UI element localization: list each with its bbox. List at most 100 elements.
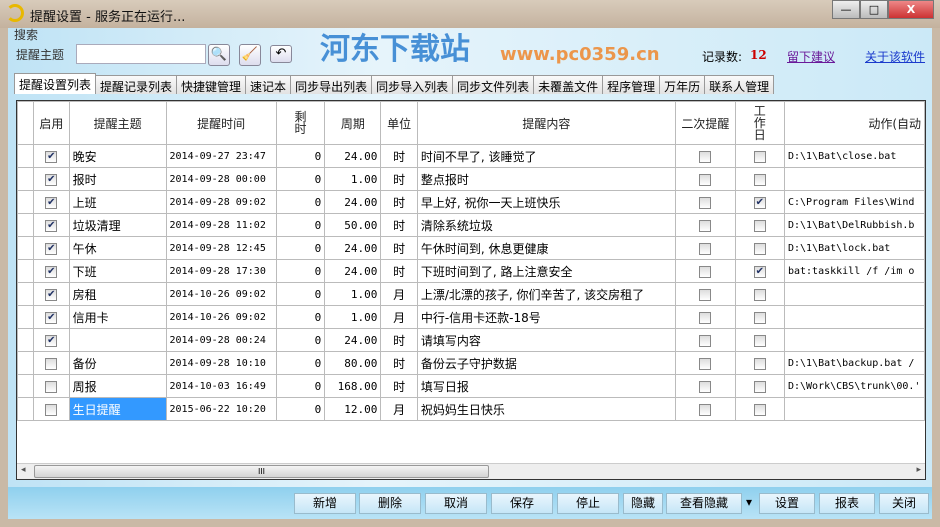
scroll-left-icon[interactable]: ◂ <box>21 465 26 475</box>
content-cell[interactable]: 清除系统垃圾 <box>416 213 677 237</box>
enabled-cell[interactable] <box>33 374 70 398</box>
unit-cell[interactable]: 时 <box>380 259 418 283</box>
row-header[interactable] <box>17 259 35 283</box>
table-row[interactable]: ✔ 上班 2014-09-28 09:02 0 24.00 时早上好, 祝你一天上班快乐 ✔… <box>17 190 925 214</box>
checkbox[interactable] <box>753 357 766 370</box>
second-reminder-cell[interactable] <box>675 213 736 237</box>
action-cell[interactable]: D:\Work\CBS\trunk\00.' <box>783 374 925 398</box>
checkbox[interactable] <box>753 380 766 393</box>
action-cell[interactable]: C:\Program Files\Wind <box>783 190 925 214</box>
enabled-cell[interactable]: ✔ <box>33 236 70 260</box>
checkbox[interactable] <box>699 265 712 278</box>
workday-cell[interactable] <box>734 305 785 329</box>
time-cell[interactable]: 2014-10-26 09:02 <box>165 282 277 306</box>
row-header[interactable] <box>17 374 35 398</box>
table-row[interactable]: ✔ 午休 2014-09-28 12:45 0 24.00 时午休时间到, 休息更健康 D:… <box>17 236 925 260</box>
period-cell[interactable]: 80.00 <box>324 351 382 375</box>
content-cell[interactable]: 祝妈妈生日快乐 <box>416 397 677 421</box>
row-header[interactable] <box>17 190 35 214</box>
time-cell[interactable]: 2014-09-28 00:00 <box>165 167 277 191</box>
enabled-cell[interactable]: ✔ <box>33 144 70 168</box>
row-header[interactable] <box>17 305 35 329</box>
about-link[interactable]: 关于该软件 <box>865 50 926 64</box>
period-cell[interactable]: 1.00 <box>324 305 382 329</box>
unit-cell[interactable]: 时 <box>380 190 418 214</box>
checkbox[interactable] <box>45 403 58 416</box>
settings-button[interactable]: 设置 <box>759 493 815 514</box>
subject-cell[interactable]: 上班 <box>68 190 167 214</box>
tab-9[interactable]: 万年历 <box>659 75 706 94</box>
feedback-link[interactable]: 留下建议 <box>787 50 836 64</box>
checkbox[interactable] <box>753 334 766 347</box>
checkbox[interactable]: ✔ <box>45 265 58 278</box>
view-hidden-button[interactable]: 查看隐藏 <box>666 493 742 514</box>
table-row[interactable]: 周报 2014-10-03 16:49 0 168.00 时填写日报 D:\Work\CB… <box>17 374 925 398</box>
content-cell[interactable]: 请填写内容 <box>416 328 677 352</box>
content-cell[interactable]: 午休时间到, 休息更健康 <box>416 236 677 260</box>
tab-6[interactable]: 同步文件列表 <box>452 75 535 94</box>
hide-button[interactable]: 隐藏 <box>623 493 663 514</box>
enabled-cell[interactable] <box>33 351 70 375</box>
content-cell[interactable]: 上漂/北漂的孩子, 你们辛苦了, 该交房租了 <box>416 282 677 306</box>
minimize-button[interactable]: — <box>832 0 860 19</box>
second-reminder-cell[interactable] <box>675 351 736 375</box>
action-cell[interactable]: D:\1\Bat\DelRubbish.b <box>783 213 925 237</box>
period-cell[interactable]: 12.00 <box>324 397 382 421</box>
tab-2[interactable]: 快捷键管理 <box>176 75 247 94</box>
scroll-right-icon[interactable]: ▸ <box>916 465 921 475</box>
checkbox[interactable]: ✔ <box>45 150 58 163</box>
workday-cell[interactable] <box>734 282 785 306</box>
time-cell[interactable]: 2014-10-03 16:49 <box>165 374 277 398</box>
remain-cell[interactable]: 0 <box>275 397 326 421</box>
view-hidden-dropdown-icon[interactable]: ▾ <box>745 495 753 509</box>
column-header[interactable]: 提醒主题 <box>68 101 167 145</box>
stop-button[interactable]: 停止 <box>557 493 619 514</box>
period-cell[interactable]: 24.00 <box>324 259 382 283</box>
row-header[interactable] <box>17 144 35 168</box>
table-row[interactable]: 生日提醒 2015-06-22 10:20 0 12.00 月祝妈妈生日快乐 <box>17 397 925 421</box>
checkbox[interactable]: ✔ <box>45 242 58 255</box>
content-cell[interactable]: 整点报时 <box>416 167 677 191</box>
table-row[interactable]: ✔ 2014-09-28 00:24 0 24.00 时请填写内容 <box>17 328 925 352</box>
column-header[interactable]: 启用 <box>33 101 70 145</box>
second-reminder-cell[interactable] <box>675 190 736 214</box>
add-button[interactable]: 新增 <box>294 493 356 514</box>
tab-1[interactable]: 提醒记录列表 <box>95 75 178 94</box>
subject-cell[interactable]: 备份 <box>68 351 167 375</box>
remain-cell[interactable]: 0 <box>275 213 326 237</box>
table-row[interactable]: ✔ 下班 2014-09-28 17:30 0 24.00 时下班时间到了, 路上注意安全… <box>17 259 925 283</box>
checkbox[interactable]: ✔ <box>753 196 766 209</box>
checkbox[interactable] <box>699 196 712 209</box>
content-cell[interactable]: 中行-信用卡还款-18号 <box>416 305 677 329</box>
maximize-button[interactable]: □ <box>860 0 888 19</box>
workday-cell[interactable] <box>734 351 785 375</box>
remain-cell[interactable]: 0 <box>275 190 326 214</box>
checkbox[interactable] <box>699 242 712 255</box>
remain-cell[interactable]: 0 <box>275 144 326 168</box>
checkbox[interactable] <box>45 357 58 370</box>
time-cell[interactable]: 2014-10-26 09:02 <box>165 305 277 329</box>
tab-5[interactable]: 同步导入列表 <box>371 75 454 94</box>
workday-cell[interactable] <box>734 236 785 260</box>
workday-cell[interactable]: ✔ <box>734 190 785 214</box>
column-header[interactable]: 工作日 <box>734 101 785 145</box>
unit-cell[interactable]: 时 <box>380 328 418 352</box>
horizontal-scrollbar[interactable]: ◂ III ▸ <box>17 463 925 479</box>
checkbox[interactable] <box>699 380 712 393</box>
unit-cell[interactable]: 时 <box>380 236 418 260</box>
time-cell[interactable]: 2014-09-28 11:02 <box>165 213 277 237</box>
checkbox[interactable] <box>699 150 712 163</box>
close-button[interactable]: 关闭 <box>879 493 929 514</box>
checkbox[interactable]: ✔ <box>45 288 58 301</box>
period-cell[interactable]: 50.00 <box>324 213 382 237</box>
subject-cell[interactable]: 生日提醒 <box>68 397 167 421</box>
checkbox[interactable] <box>699 311 712 324</box>
subject-cell[interactable]: 房租 <box>68 282 167 306</box>
column-header[interactable]: 周期 <box>324 101 382 145</box>
undo-icon[interactable]: ↶ <box>270 45 292 63</box>
remain-cell[interactable]: 0 <box>275 328 326 352</box>
second-reminder-cell[interactable] <box>675 236 736 260</box>
table-row[interactable]: ✔ 信用卡 2014-10-26 09:02 0 1.00 月中行-信用卡还款-18号 <box>17 305 925 329</box>
checkbox[interactable]: ✔ <box>45 196 58 209</box>
row-header[interactable] <box>17 397 35 421</box>
